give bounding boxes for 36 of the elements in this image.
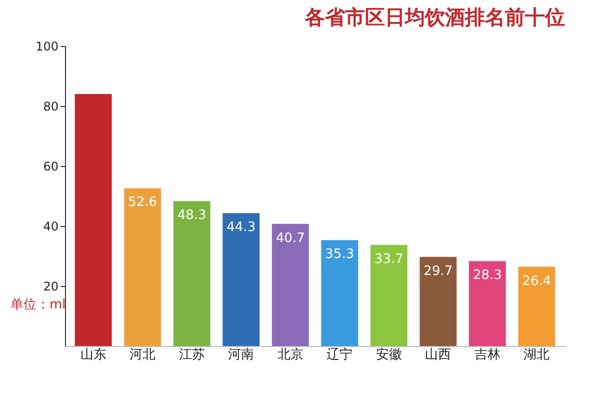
bar (468, 261, 506, 346)
y-tick-label: 60 (43, 160, 58, 174)
x-tick-label: 湖北 (524, 348, 550, 362)
data-label: 26.4 (522, 274, 552, 289)
bar (370, 244, 408, 346)
bar (124, 188, 162, 346)
y-axis-title: 单位：ml (10, 298, 66, 312)
bar (420, 256, 457, 346)
bar (321, 240, 358, 346)
data-label: 48.3 (177, 208, 206, 224)
bar (74, 94, 112, 346)
x-tick-label: 吉林 (474, 348, 500, 362)
y-tick-label: 40 (43, 220, 58, 234)
data-label: 52.6 (128, 195, 158, 210)
data-label: 33.7 (374, 252, 404, 267)
x-tick-label: 江苏 (178, 348, 205, 362)
data-label: 35.3 (325, 247, 354, 262)
bar (222, 213, 260, 346)
x-tick-label: 河北 (130, 348, 156, 362)
x-tick-label: 辽宁 (326, 346, 353, 362)
bar (272, 224, 309, 346)
x-tick-label: 安徽 (376, 346, 402, 362)
y-tick-label: 80 (43, 100, 58, 114)
chart-title: 各省市区日均饮酒排名前十位 (304, 5, 565, 29)
data-label: 28.3 (472, 268, 502, 284)
bar (173, 201, 210, 346)
x-tick-label: 山东 (80, 348, 106, 362)
x-tick-label: 山西 (425, 348, 452, 362)
y-tick-label: 100 (36, 40, 58, 54)
bar (518, 266, 556, 346)
y-tick-label: 20 (43, 280, 58, 294)
x-tick-label: 河南 (228, 348, 254, 362)
data-label: 29.7 (424, 264, 453, 279)
data-label: 44.3 (226, 220, 256, 236)
data-label: 40.7 (276, 230, 305, 246)
x-tick-label: 北京 (277, 348, 304, 362)
